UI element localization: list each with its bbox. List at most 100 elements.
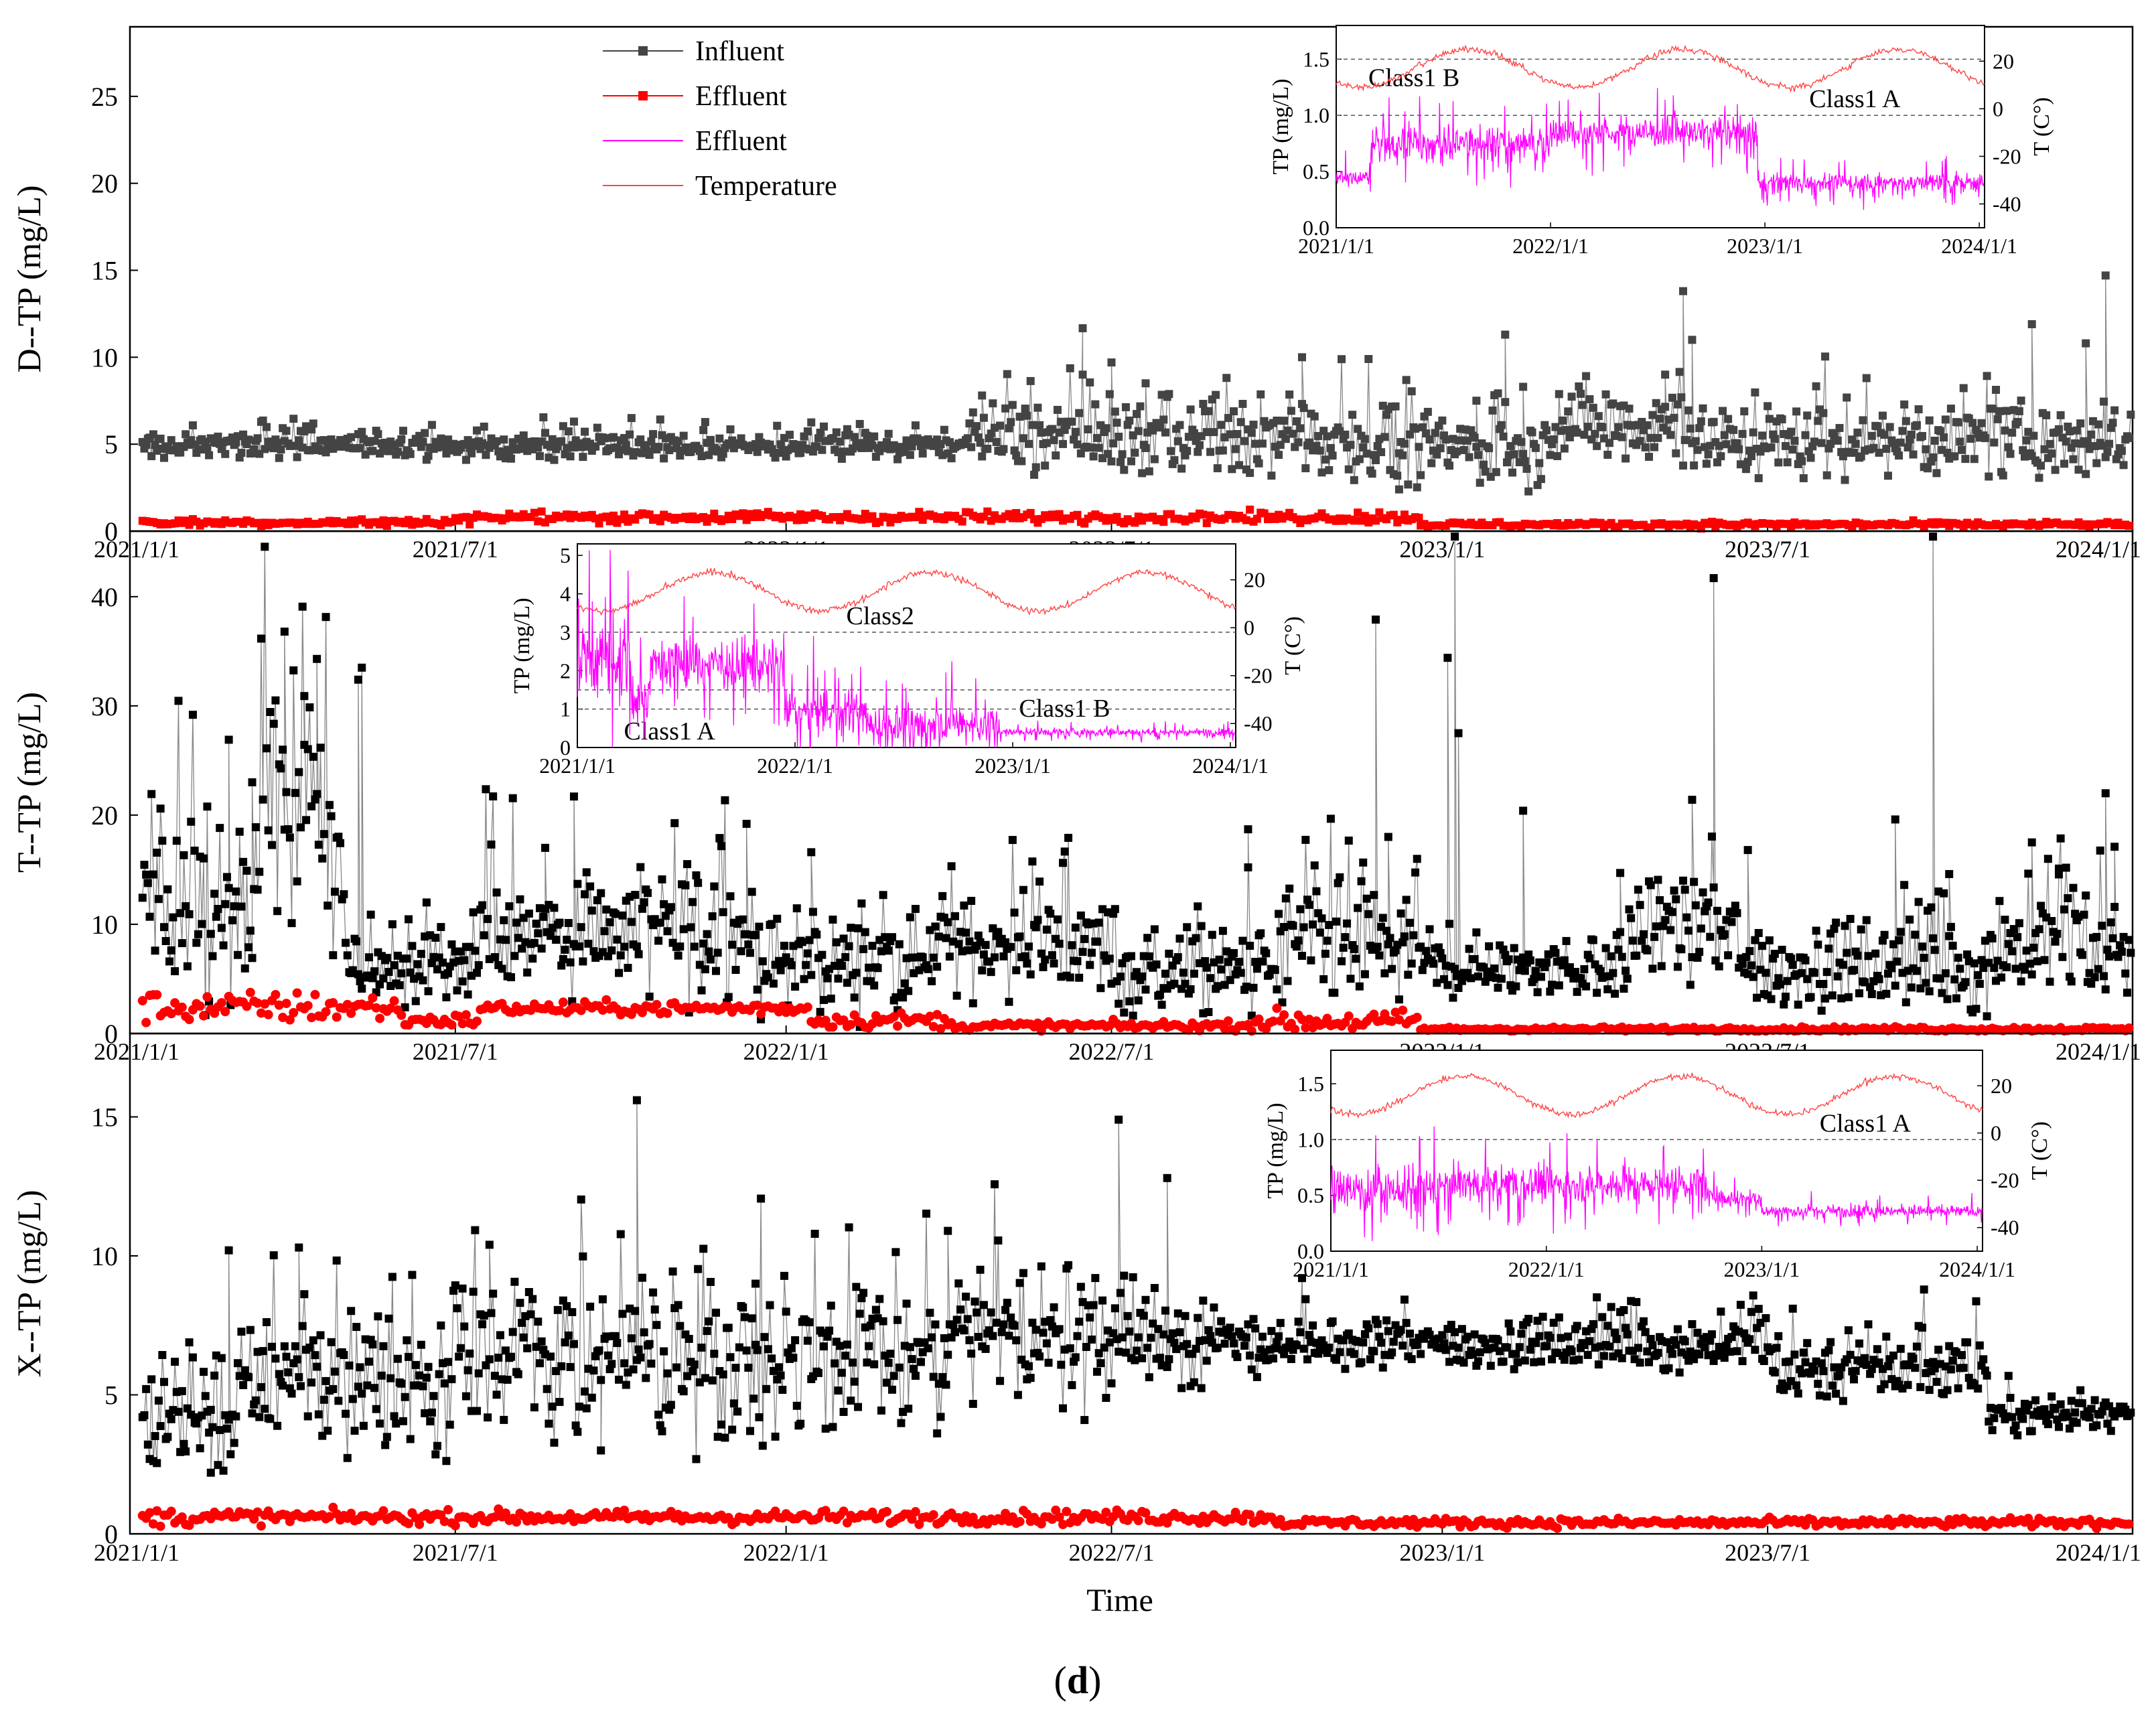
influent-point — [1199, 399, 1208, 408]
x-tick-label: 2024/1/1 — [2056, 1539, 2141, 1566]
influent-point — [437, 434, 445, 443]
influent-point — [427, 421, 436, 429]
influent-point — [1648, 965, 1657, 973]
influent-point — [395, 981, 404, 989]
influent-point — [1175, 421, 1184, 429]
influent-point — [2008, 947, 2017, 956]
influent-point — [143, 1440, 152, 1449]
influent-point — [2103, 447, 2112, 456]
influent-point — [1389, 1338, 1398, 1346]
influent-point — [1073, 1332, 1082, 1340]
influent-point — [282, 788, 291, 796]
inset-x-tick-label: 2021/1/1 — [539, 754, 616, 778]
effluent-point — [1159, 518, 1168, 526]
influent-point — [1693, 445, 1702, 454]
influent-point — [1806, 453, 1815, 462]
influent-point — [1281, 894, 1290, 903]
influent-point — [1338, 355, 1346, 364]
influent-point — [1724, 951, 1733, 960]
influent-point — [1445, 1358, 1454, 1366]
influent-point — [1611, 1328, 1620, 1337]
effluent-point — [1183, 1025, 1194, 1035]
influent-point — [370, 967, 379, 976]
effluent-point — [534, 517, 543, 526]
influent-point — [906, 1343, 914, 1352]
influent-point — [792, 1401, 801, 1410]
influent-point — [911, 904, 920, 913]
influent-point — [888, 933, 897, 942]
influent-point — [1177, 464, 1186, 473]
inset-temperature-line — [1336, 44, 1985, 93]
influent-point — [1851, 1366, 1860, 1375]
influent-point — [1519, 382, 1528, 391]
influent-point — [1494, 983, 1502, 992]
effluent-point — [152, 990, 162, 1000]
influent-point — [1454, 983, 1463, 992]
influent-point — [582, 868, 591, 877]
inset-y-tick-label: 0.0 — [1303, 216, 1329, 240]
influent-point — [996, 1376, 1005, 1385]
influent-point — [1271, 1344, 1279, 1352]
influent-point — [638, 904, 646, 913]
influent-point — [1145, 1373, 1153, 1382]
influent-point — [1454, 729, 1463, 737]
influent-point — [296, 1382, 305, 1391]
influent-point — [1233, 430, 1242, 439]
influent-point — [1781, 441, 1790, 450]
effluent-point — [260, 999, 270, 1009]
influent-point — [620, 942, 629, 951]
influent-point — [706, 1277, 715, 1286]
influent-point — [1118, 450, 1127, 459]
influent-point — [1801, 956, 1810, 965]
influent-point — [807, 971, 816, 979]
influent-point — [1914, 898, 1923, 906]
influent-point — [1120, 466, 1129, 474]
influent-point — [2027, 1427, 2036, 1435]
influent-point — [324, 902, 332, 910]
influent-point — [1754, 474, 1763, 482]
inset-y-tick-label: 1.5 — [1303, 47, 1329, 71]
effluent-point — [1252, 514, 1261, 523]
influent-point — [569, 417, 578, 426]
effluent-point — [184, 1015, 194, 1025]
influent-point — [1932, 1378, 1941, 1386]
influent-point — [203, 802, 212, 811]
influent-point — [147, 790, 156, 798]
influent-point — [823, 1332, 832, 1341]
influent-point — [230, 1439, 238, 1447]
influent-point — [672, 1363, 680, 1372]
influent-point — [634, 1345, 643, 1354]
inset-yr-tick-label: -40 — [1244, 711, 1273, 735]
influent-point — [1706, 1336, 1715, 1345]
influent-point — [1472, 928, 1481, 937]
influent-point — [1940, 433, 1948, 442]
influent-point — [1706, 932, 1715, 941]
influent-point — [1015, 413, 1024, 421]
influent-point — [2078, 950, 2086, 959]
influent-point — [886, 1350, 895, 1358]
y-tick-label: 10 — [91, 1241, 118, 1271]
influent-point — [1217, 1317, 1226, 1326]
influent-point — [291, 1342, 299, 1350]
influent-point — [1684, 926, 1693, 935]
influent-point — [1875, 448, 1883, 457]
influent-point — [994, 1236, 1003, 1244]
influent-point — [1778, 415, 1786, 424]
influent-point — [192, 1419, 201, 1428]
influent-point — [1781, 993, 1790, 1001]
influent-point — [963, 1315, 972, 1324]
y-axis-label: X--TP (mg/L) — [10, 1190, 48, 1377]
influent-point — [473, 426, 482, 435]
influent-point — [1136, 402, 1145, 411]
influent-point — [863, 431, 871, 440]
influent-point — [967, 1349, 976, 1358]
influent-point — [1321, 949, 1329, 958]
influent-point — [1972, 1005, 1981, 1013]
influent-point — [1747, 1307, 1755, 1316]
influent-point — [289, 666, 298, 674]
influent-point — [251, 823, 260, 832]
effluent-point — [1101, 1507, 1111, 1517]
effluent-point — [752, 1000, 762, 1010]
influent-point — [1900, 400, 1909, 409]
influent-point — [1806, 993, 1815, 1001]
